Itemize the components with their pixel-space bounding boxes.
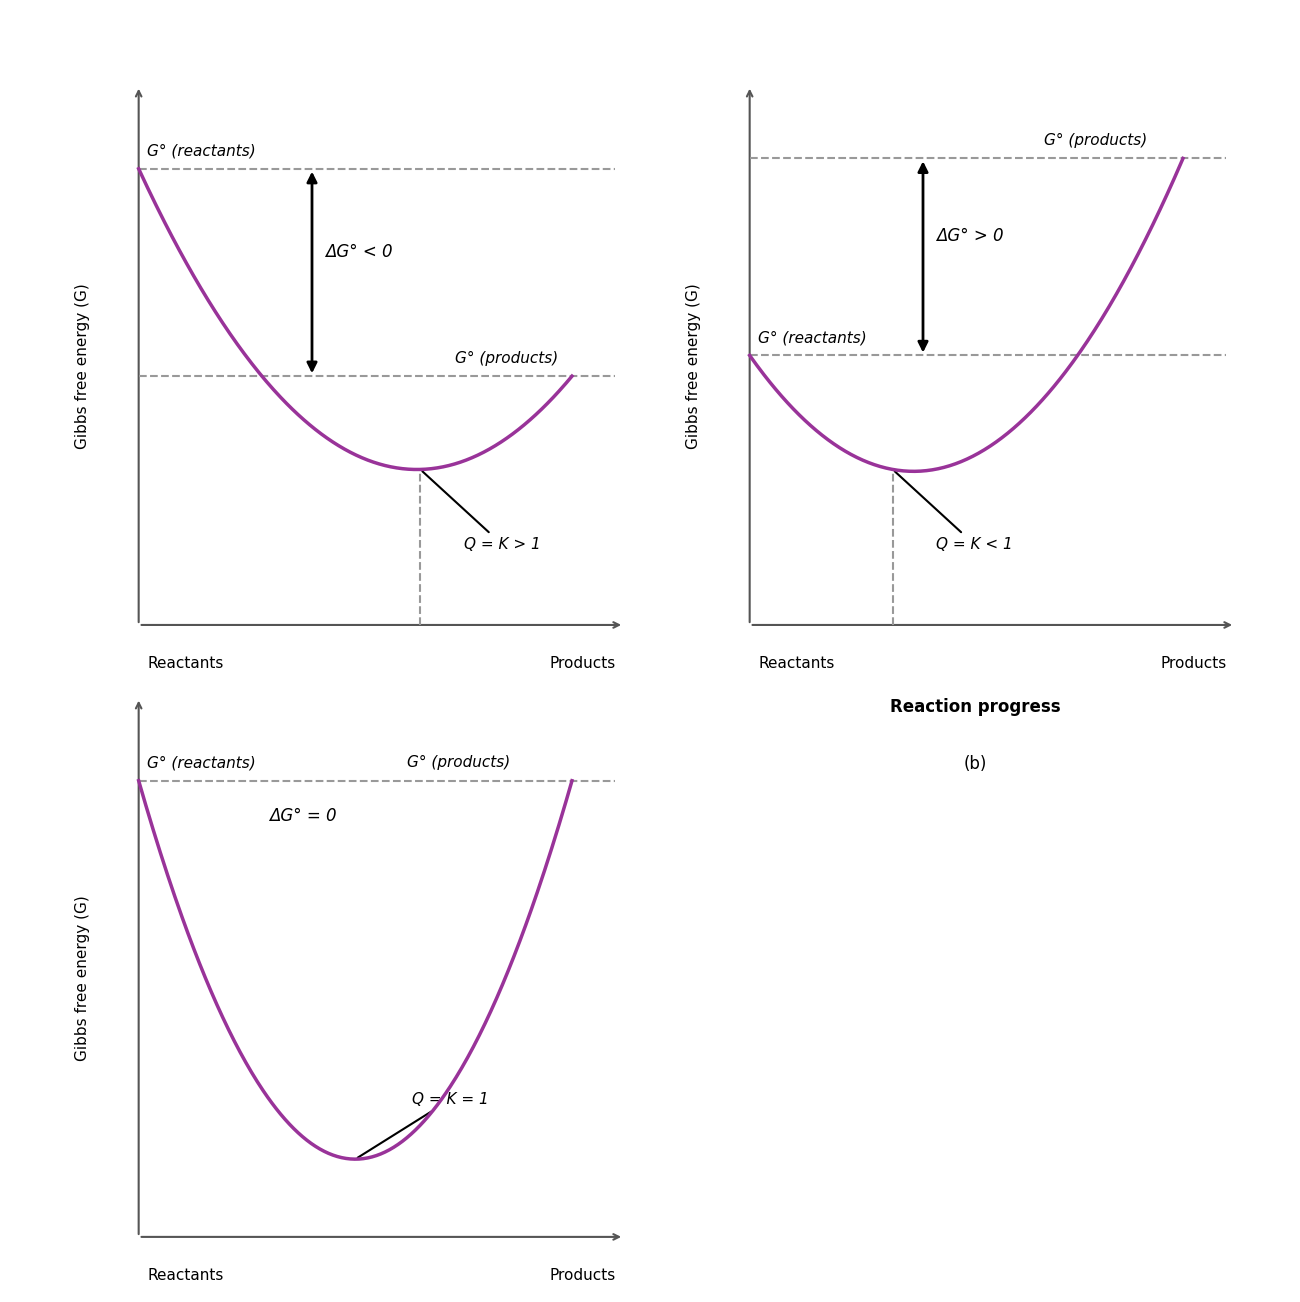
Text: (a): (a) (352, 755, 376, 772)
Text: Reaction progress: Reaction progress (278, 698, 450, 716)
Text: Products: Products (1160, 656, 1226, 671)
Text: Gibbs free energy (G): Gibbs free energy (G) (75, 894, 90, 1061)
Text: Reactants: Reactants (147, 656, 224, 671)
Text: Gibbs free energy (G): Gibbs free energy (G) (686, 283, 701, 449)
Text: ΔG° < 0: ΔG° < 0 (325, 242, 393, 260)
Text: (b): (b) (963, 755, 987, 772)
Text: Products: Products (549, 1268, 615, 1282)
Text: G° (products): G° (products) (407, 755, 511, 771)
Text: Q = K > 1: Q = K > 1 (422, 471, 541, 552)
Text: Gibbs free energy (G): Gibbs free energy (G) (75, 283, 90, 449)
Text: ΔG° > 0: ΔG° > 0 (936, 227, 1004, 245)
Text: Q = K = 1: Q = K = 1 (358, 1092, 489, 1157)
Text: Reactants: Reactants (147, 1268, 224, 1282)
Text: G° (products): G° (products) (1044, 133, 1148, 148)
Text: G° (reactants): G° (reactants) (758, 329, 867, 345)
Text: Q = K < 1: Q = K < 1 (894, 471, 1013, 552)
Text: Products: Products (549, 656, 615, 671)
Text: G° (products): G° (products) (455, 350, 558, 366)
Text: Reactants: Reactants (758, 656, 835, 671)
Text: Reaction progress: Reaction progress (889, 698, 1061, 716)
Text: G° (reactants): G° (reactants) (147, 755, 256, 771)
Text: ΔG° = 0: ΔG° = 0 (269, 807, 337, 824)
Text: G° (reactants): G° (reactants) (147, 143, 256, 159)
